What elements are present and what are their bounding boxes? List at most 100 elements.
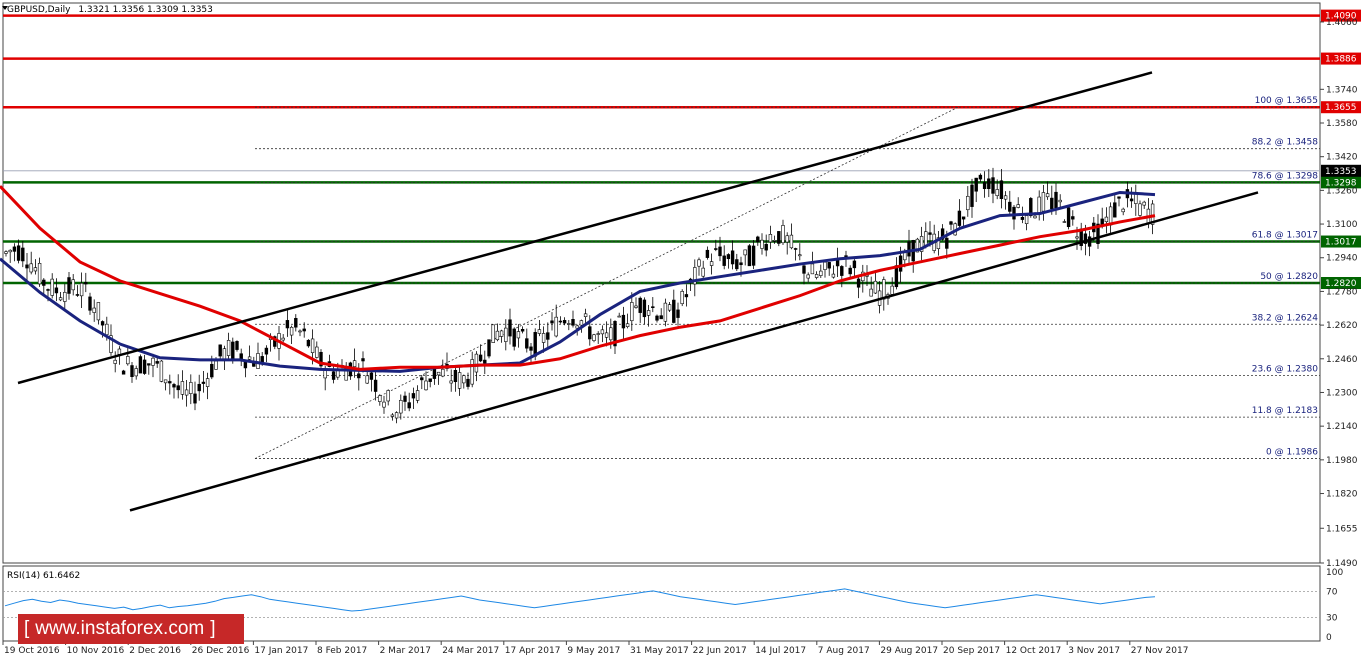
candle-body	[1045, 193, 1050, 198]
candle-body	[33, 267, 38, 272]
candle-body	[168, 381, 172, 384]
candle-body	[432, 368, 437, 379]
candle-body	[176, 385, 180, 391]
candle-body	[588, 326, 592, 340]
candle-body	[155, 361, 159, 364]
candle-body	[823, 261, 827, 270]
rsi-label: RSI(14) 61.6462	[7, 571, 80, 581]
candle-body	[105, 323, 109, 335]
candle-body	[722, 255, 726, 266]
candle-body	[844, 255, 848, 258]
candle-body	[894, 265, 899, 288]
price-tick-label: 1.2620	[1326, 321, 1358, 331]
candle-body	[369, 372, 374, 380]
candle-body	[760, 239, 764, 249]
candle-body	[697, 259, 701, 267]
candle-body	[441, 368, 445, 377]
date-label: 26 Dec 2016	[192, 646, 250, 656]
candle-body	[96, 302, 101, 321]
fib-label: 23.6 @ 1.2380	[1252, 365, 1319, 375]
candle-body	[285, 320, 290, 329]
candle-body	[100, 321, 105, 326]
date-label: 17 Apr 2017	[505, 646, 561, 656]
fib-label: 88.2 @ 1.3458	[1252, 138, 1319, 148]
candle-body	[873, 280, 878, 294]
candle-body	[1062, 221, 1067, 223]
candle-body	[898, 255, 903, 272]
candle-body	[630, 302, 634, 322]
candle-body	[71, 279, 75, 291]
candle-body	[726, 254, 731, 260]
candle-body	[424, 380, 428, 391]
candle-body	[352, 360, 357, 367]
candle-body	[1008, 201, 1012, 212]
candle-body	[525, 338, 529, 349]
candle-body	[63, 291, 67, 302]
candle-body	[399, 399, 403, 414]
current-price-label: 1.3353	[1325, 167, 1357, 177]
candle-body	[848, 267, 852, 275]
logo-text: www.instaforex.com	[35, 618, 205, 639]
candle-body	[4, 251, 8, 254]
candle-body	[466, 378, 470, 387]
candle-body	[449, 380, 453, 384]
candle-body	[92, 307, 96, 313]
level-price-tag	[1321, 235, 1361, 248]
candle-body	[1150, 203, 1155, 225]
candle-body	[617, 315, 621, 318]
candle-body	[520, 328, 525, 332]
rsi-tick-label: 70	[1326, 588, 1338, 598]
candle-body	[865, 275, 869, 277]
candle-body	[567, 323, 571, 325]
moving-average-line	[0, 185, 1156, 371]
candle-body	[1134, 193, 1138, 204]
candle-body	[1087, 236, 1092, 247]
candle-body	[856, 278, 861, 288]
candle-body	[390, 414, 395, 417]
candle-body	[852, 260, 857, 269]
fib-label: 0 @ 1.1986	[1266, 448, 1318, 458]
candle-body	[386, 390, 390, 402]
candle-body	[810, 263, 815, 275]
candle-body	[142, 359, 147, 374]
price-tick-label: 1.2780	[1326, 287, 1358, 297]
date-label: 27 Nov 2017	[1131, 646, 1189, 656]
date-label: 14 Jul 2017	[755, 646, 806, 656]
candle-body	[315, 346, 319, 358]
horizontal-levels: 1.4090 1.3886 1.3655 1.3298 1.3017 1.2820 1.33…	[3, 9, 1361, 289]
candle-body	[184, 389, 189, 396]
candles	[4, 167, 1155, 424]
candle-body	[474, 353, 479, 373]
candle-body	[411, 393, 416, 399]
candle-body	[382, 401, 386, 408]
candle-body	[793, 248, 798, 250]
candle-body	[189, 382, 193, 394]
chart-header: GBPUSD,Daily 1.3321 1.3356 1.3309 1.3353	[7, 5, 213, 15]
candle-body	[25, 264, 29, 269]
candle-body	[180, 381, 185, 395]
date-label: 9 May 2017	[567, 646, 620, 656]
candle-body	[974, 177, 978, 192]
date-label: 12 Oct 2017	[1006, 646, 1062, 656]
candle-body	[319, 351, 323, 367]
trend-line	[129, 191, 1259, 512]
level-price-tag	[1321, 101, 1361, 114]
price-tick-label: 1.2460	[1326, 355, 1358, 365]
candle-body	[163, 379, 168, 384]
candle-body	[663, 302, 668, 322]
candle-body	[781, 225, 785, 244]
candle-body	[256, 353, 260, 369]
candle-body	[226, 340, 231, 356]
candle-body	[210, 363, 214, 378]
price-tick-label: 1.3740	[1326, 85, 1358, 95]
fib-label: 50 @ 1.2820	[1260, 272, 1318, 282]
date-label: 8 Feb 2017	[317, 646, 367, 656]
price-tick-label: 1.4060	[1326, 18, 1358, 28]
candle-body	[109, 335, 113, 353]
candle-body	[957, 210, 962, 226]
candle-body	[684, 294, 689, 298]
candle-body	[289, 326, 294, 336]
candle-body	[113, 359, 117, 364]
candle-body	[592, 334, 596, 341]
candle-body	[709, 261, 714, 266]
